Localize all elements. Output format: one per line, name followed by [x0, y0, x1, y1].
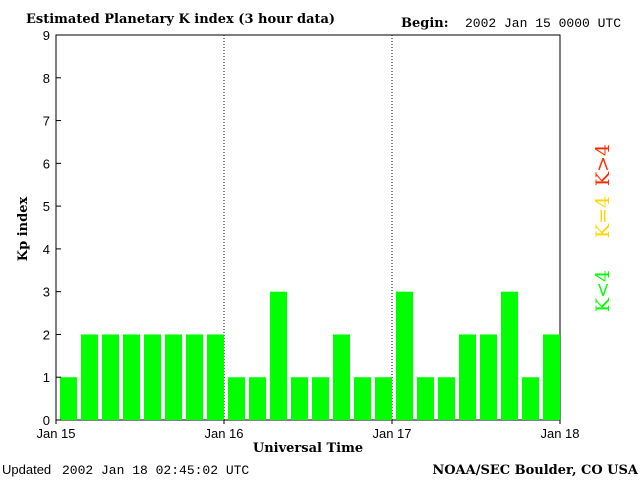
x-tick-label: Jan 18 — [540, 426, 579, 441]
kp-bar — [249, 377, 266, 420]
kp-bar — [60, 377, 77, 420]
legend-k-equal-4: K=4 — [592, 196, 614, 238]
begin-label: Begin: — [401, 16, 449, 31]
y-tick-label: 6 — [43, 156, 50, 171]
kp-bar — [354, 377, 371, 420]
y-tick-label: 9 — [43, 28, 50, 43]
bars-group — [60, 291, 560, 420]
chart-title: Estimated Planetary K index (3 hour data… — [26, 12, 335, 27]
kp-bar — [459, 334, 476, 420]
kp-bar — [81, 334, 98, 420]
x-axis-label: Universal Time — [253, 441, 363, 456]
x-tick-label: Jan 15 — [36, 426, 75, 441]
kp-bar — [438, 377, 455, 420]
kp-bar — [270, 291, 287, 420]
updated-value: 2002 Jan 18 02:45:02 UTC — [62, 463, 249, 478]
y-axis-label: Kp index — [16, 197, 31, 262]
kp-bar — [144, 334, 161, 420]
y-tick-label: 7 — [43, 114, 50, 129]
x-axis: Jan 15 Jan 16 Jan 17 Jan 18 — [36, 420, 580, 441]
kp-bar — [102, 334, 119, 420]
x-tick-label: Jan 17 — [372, 426, 411, 441]
legend: K>4 K=4 K<4 — [592, 144, 614, 312]
legend-k-greater-4: K>4 — [592, 144, 614, 186]
kp-bar — [312, 377, 329, 420]
kp-bar — [480, 334, 497, 420]
kp-bar — [543, 334, 560, 420]
kp-bar — [417, 377, 434, 420]
y-tick-label: 3 — [43, 285, 50, 300]
legend-k-less-4: K<4 — [592, 270, 614, 312]
y-axis: 0 1 2 3 4 5 6 7 8 9 — [43, 28, 61, 428]
day-separators — [223, 35, 393, 420]
source-credit: NOAA/SEC Boulder, CO USA — [432, 463, 639, 478]
y-tick-label: 2 — [43, 327, 50, 342]
kp-bar — [165, 334, 182, 420]
y-tick-label: 4 — [43, 242, 50, 257]
x-tick-label: Jan 16 — [204, 426, 243, 441]
y-tick-label: 1 — [43, 370, 50, 385]
kp-bar — [501, 291, 518, 420]
kp-bar — [186, 334, 203, 420]
kp-bar — [333, 334, 350, 420]
kp-bar — [522, 377, 539, 420]
kp-bar — [123, 334, 140, 420]
y-tick-label: 0 — [43, 413, 50, 428]
updated-label: Updated — [2, 462, 51, 477]
kp-bar — [396, 291, 413, 420]
kp-bar — [228, 377, 245, 420]
kp-bar — [291, 377, 308, 420]
begin-value: 2002 Jan 15 0000 UTC — [465, 16, 621, 31]
kp-bar — [375, 377, 392, 420]
y-tick-label: 8 — [43, 71, 50, 86]
y-tick-label: 5 — [43, 199, 50, 214]
kp-bar — [207, 334, 224, 420]
